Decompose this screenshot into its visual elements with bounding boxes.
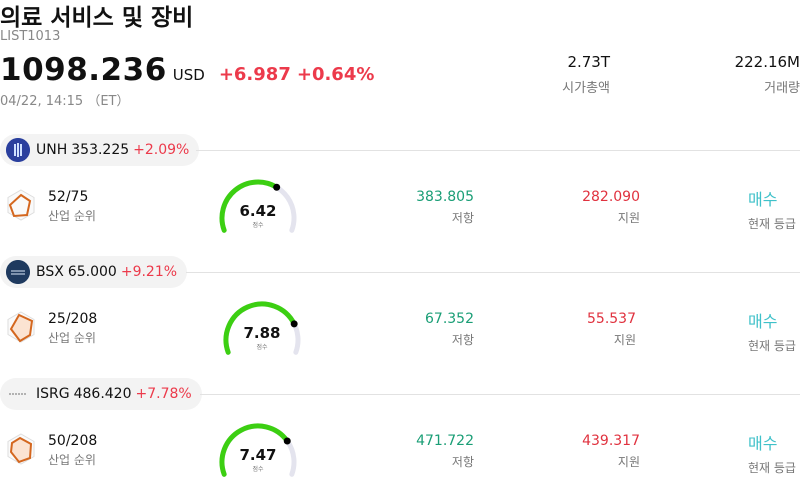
industry-rank-label: 산업 순위 [48,209,96,223]
stock-price: 486.420 [73,386,132,402]
rank-radar-icon [7,189,35,221]
industry-rank-value: 52/75 [48,189,89,205]
gauge-fill [219,179,280,233]
industry-rank-label: 산업 순위 [48,331,96,345]
resistance-value: 67.352 [425,311,474,327]
resistance-level: 67.352 저항 [425,311,474,348]
volume-label: 거래량 [764,81,800,96]
index-code: LIST1013 [0,29,61,44]
resistance-label: 저항 [451,211,474,225]
rating: 매수 현재 등급 [748,308,796,354]
resistance-level: 383.805 저항 [416,189,474,226]
volume-value: 222.16M [734,53,800,71]
price-row: 1098.236 USD +6.987 +0.64% [0,52,374,88]
rating-value[interactable]: 매수 [748,190,778,209]
section-divider [196,150,800,151]
gauge-marker [283,437,291,445]
industry-rank-label: 산업 순위 [48,453,96,467]
market-cap-label: 시가총액 [562,81,610,96]
support-value: 439.317 [582,433,640,449]
score-gauge-chart [223,301,301,355]
currency-label: USD [172,66,205,84]
resistance-level: 471.722 저항 [416,433,474,470]
score-gauge: 7.88 점수 [220,300,310,360]
support-value: 55.537 [587,311,636,327]
stock-change-percent: +9.21% [120,264,178,280]
rank-radar-icon [7,433,35,465]
volume-stat: 222.16M 거래량 [735,53,800,96]
stock-section-bsx: BSX 65.000 +9.21% 25/208 산업 순위 7.88 점수 6… [0,256,800,378]
timestamp: 04/22, 14:15 （ET） [0,94,130,109]
gauge-fill [223,301,297,355]
stock-change-percent: +7.78% [135,386,192,402]
stock-section-isrg: ISRG 486.420 +7.78% 50/208 산업 순위 7.47 점수… [0,378,800,488]
stock-change-percent: +2.09% [133,142,190,158]
industry-rank-value: 25/208 [48,311,98,327]
resistance-label: 저항 [451,333,474,347]
stock-ticker: UNH [36,142,68,158]
resistance-value: 471.722 [416,433,474,449]
score-gauge-chart [219,423,297,477]
support-level: 282.090 지원 [582,189,640,226]
resistance-value: 383.805 [416,189,474,205]
rating-label: 현재 등급 [748,339,796,353]
section-divider [200,394,800,395]
stock-pill[interactable]: BSX 65.000 +9.21% [0,256,188,288]
market-cap-stat: 2.73T 시가총액 [562,53,610,96]
rating: 매수 현재 등급 [748,430,796,476]
support-level: 55.537 지원 [587,311,636,348]
resistance-label: 저항 [451,455,474,469]
price-change: +6.987 [218,64,291,85]
score-value: 6.42 [239,202,277,220]
stock-section-unh: UNH 353.225 +2.09% 52/75 산업 순위 6.42 점수 3… [0,134,800,256]
rank-radar-icon [7,311,35,343]
score-label: 점수 [256,344,268,351]
price-change-percent: +0.64% [296,64,375,85]
isrg-logo-icon [6,382,30,406]
support-value: 282.090 [582,189,640,205]
stock-ticker: ISRG [36,386,70,402]
section-divider [186,272,800,273]
score-gauge: 6.42 점수 [216,178,306,238]
support-label: 지원 [613,333,636,347]
support-label: 지원 [617,211,640,225]
rating: 매수 현재 등급 [748,186,796,232]
stock-pill[interactable]: ISRG 486.420 +7.78% [0,378,202,410]
gauge-marker [290,320,298,328]
rating-label: 현재 등급 [748,461,796,475]
support-level: 439.317 지원 [582,433,640,470]
unh-logo-icon [6,138,30,162]
rating-value[interactable]: 매수 [748,312,778,331]
score-label: 점수 [252,222,264,229]
page-title: 의료 서비스 및 장비 [0,5,194,31]
stock-pill[interactable]: UNH 353.225 +2.09% [0,134,200,166]
gauge-marker [273,183,281,191]
stock-ticker: BSX [36,264,64,280]
rating-value[interactable]: 매수 [748,434,778,453]
score-value: 7.88 [243,324,281,342]
gauge-fill [219,423,290,477]
industry-rank-value: 50/208 [48,433,98,449]
market-cap-value: 2.73T [567,53,610,71]
score-gauge: 7.47 점수 [216,422,306,482]
bsx-logo-icon [6,260,30,284]
score-gauge-chart [219,179,297,233]
stock-price: 65.000 [67,264,117,280]
support-label: 지원 [617,455,640,469]
rating-label: 현재 등급 [748,217,796,231]
score-label: 점수 [252,466,264,473]
stock-price: 353.225 [71,142,130,158]
index-price: 1098.236 [0,52,167,88]
score-value: 7.47 [239,446,277,464]
